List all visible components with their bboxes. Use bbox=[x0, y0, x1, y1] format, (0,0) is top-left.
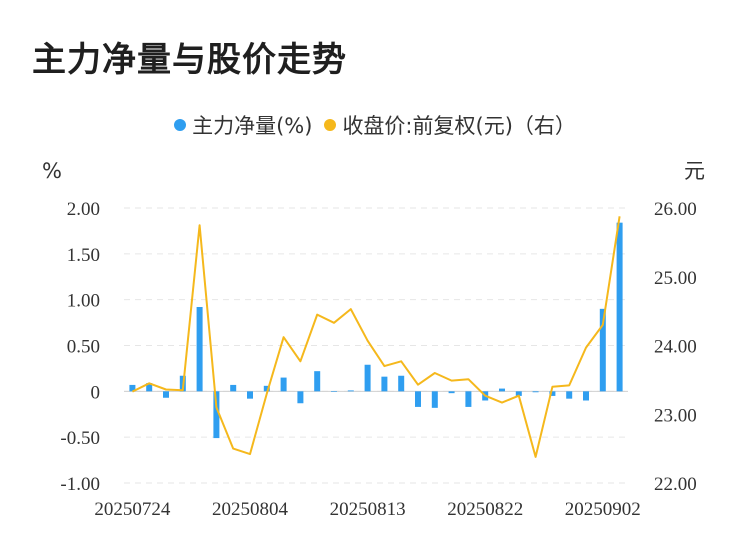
x-tick-label: 20250902 bbox=[565, 499, 641, 520]
legend-dot-net-volume bbox=[174, 119, 187, 131]
bar-net-volume[interactable] bbox=[213, 391, 220, 439]
line-point[interactable] bbox=[416, 383, 420, 387]
bar-net-volume[interactable] bbox=[263, 385, 270, 392]
line-close-price[interactable] bbox=[131, 216, 621, 458]
bar-net-volume[interactable] bbox=[583, 391, 589, 401]
left-tick-label: 2.00 bbox=[67, 199, 100, 220]
line-point[interactable] bbox=[517, 394, 521, 398]
line-point[interactable] bbox=[466, 377, 470, 381]
bar-net-volume[interactable] bbox=[381, 376, 388, 392]
line-point[interactable] bbox=[567, 383, 571, 387]
bar-net-volume[interactable] bbox=[297, 391, 304, 404]
x-tick-label: 20250724 bbox=[94, 499, 171, 520]
left-tick-label: -0.50 bbox=[60, 428, 100, 449]
x-tick-label: 20250813 bbox=[330, 499, 406, 520]
line-point[interactable] bbox=[130, 390, 134, 394]
bar-net-volume[interactable] bbox=[347, 390, 354, 392]
legend-label-net-volume: 主力净量(%) bbox=[192, 114, 313, 138]
bar-net-volume[interactable] bbox=[465, 391, 472, 407]
right-tick-label: 23.00 bbox=[654, 405, 697, 426]
line-point[interactable] bbox=[282, 335, 286, 339]
bar-net-volume[interactable] bbox=[314, 371, 321, 392]
line-point[interactable] bbox=[164, 388, 168, 392]
bar-net-volume[interactable] bbox=[247, 391, 253, 399]
bar-net-volume[interactable] bbox=[532, 391, 539, 393]
legend: 主力净量(%) 收盘价:前复权(元)（右） bbox=[0, 110, 750, 140]
legend-dot-close-price bbox=[324, 119, 337, 131]
left-tick-label: 0 bbox=[91, 382, 101, 403]
line-point[interactable] bbox=[349, 307, 353, 311]
bar-net-volume[interactable] bbox=[280, 377, 287, 392]
line-point[interactable] bbox=[433, 371, 437, 375]
chart-title: 主力净量与股价走势 bbox=[32, 40, 347, 80]
bar-net-volume[interactable] bbox=[549, 391, 556, 396]
bar-net-volume[interactable] bbox=[616, 222, 623, 392]
legend-label-close-price: 收盘价:前复权(元)（右） bbox=[342, 114, 576, 138]
line-point[interactable] bbox=[500, 401, 504, 405]
line-point[interactable] bbox=[450, 379, 454, 383]
legend-item-net-volume[interactable]: 主力净量(%) bbox=[174, 110, 312, 140]
bar-net-volume[interactable] bbox=[398, 375, 405, 392]
bar-net-volume[interactable] bbox=[146, 383, 153, 392]
bar-net-volume[interactable] bbox=[515, 391, 522, 396]
line-point[interactable] bbox=[382, 364, 386, 368]
bar-net-volume[interactable] bbox=[431, 391, 438, 408]
line-point[interactable] bbox=[198, 223, 202, 227]
legend-item-close-price[interactable]: 收盘价:前复权(元)（右） bbox=[324, 110, 576, 140]
line-point[interactable] bbox=[601, 323, 605, 327]
line-point[interactable] bbox=[298, 359, 302, 363]
line-point[interactable] bbox=[214, 405, 218, 409]
right-tick-label: 24.00 bbox=[654, 337, 697, 358]
line-point[interactable] bbox=[231, 447, 235, 451]
x-tick-label: 20250804 bbox=[212, 499, 289, 520]
left-tick-label: 1.00 bbox=[67, 291, 100, 312]
line-point[interactable] bbox=[399, 359, 403, 363]
right-tick-label: 22.00 bbox=[654, 474, 697, 495]
bar-net-volume[interactable] bbox=[499, 388, 505, 392]
line-point[interactable] bbox=[248, 452, 252, 456]
right-axis-unit: 元 bbox=[684, 159, 705, 183]
bar-net-volume[interactable] bbox=[448, 391, 455, 394]
bar-net-volume[interactable] bbox=[599, 308, 606, 392]
line-point[interactable] bbox=[332, 321, 336, 325]
line-point[interactable] bbox=[147, 381, 151, 385]
line-point[interactable] bbox=[550, 385, 554, 389]
line-point[interactable] bbox=[483, 394, 487, 398]
line-point[interactable] bbox=[315, 313, 319, 317]
x-tick-label: 20250822 bbox=[447, 499, 523, 520]
line-point[interactable] bbox=[534, 455, 538, 459]
bar-net-volume[interactable] bbox=[129, 384, 136, 392]
right-tick-label: 26.00 bbox=[654, 199, 697, 220]
bar-net-volume[interactable] bbox=[163, 391, 169, 398]
bar-net-volume[interactable] bbox=[196, 307, 203, 392]
left-tick-label: -1.00 bbox=[60, 474, 100, 495]
line-point[interactable] bbox=[366, 339, 370, 343]
right-tick-label: 25.00 bbox=[654, 268, 697, 289]
bar-net-volume[interactable] bbox=[415, 391, 421, 407]
left-axis-unit: % bbox=[42, 159, 62, 183]
left-tick-label: 1.50 bbox=[67, 245, 100, 266]
line-point[interactable] bbox=[584, 346, 588, 350]
bar-net-volume[interactable] bbox=[364, 364, 371, 392]
line-point[interactable] bbox=[618, 214, 622, 218]
line-point[interactable] bbox=[265, 392, 269, 396]
bar-net-volume[interactable] bbox=[331, 391, 337, 392]
line-point[interactable] bbox=[181, 388, 185, 392]
bar-net-volume[interactable] bbox=[566, 391, 573, 399]
left-tick-label: 0.50 bbox=[67, 337, 100, 358]
bar-net-volume[interactable] bbox=[230, 384, 237, 392]
